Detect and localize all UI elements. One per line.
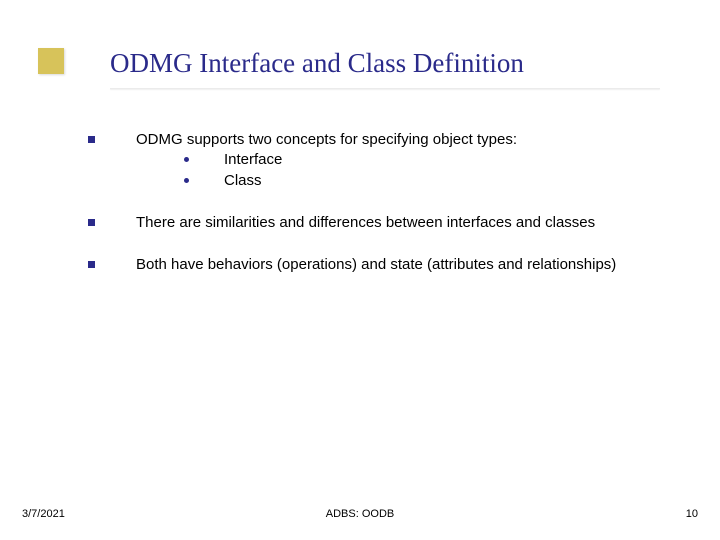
bullet-item: There are similarities and differences b… xyxy=(88,213,680,233)
title-underline xyxy=(110,88,660,89)
square-bullet-icon xyxy=(88,136,95,143)
bullet-item: ODMG supports two concepts for specifyin… xyxy=(88,130,680,191)
slide-title: ODMG Interface and Class Definition xyxy=(110,48,524,79)
bullet-item: Both have behaviors (operations) and sta… xyxy=(88,255,680,275)
sub-bullet-text: Interface xyxy=(224,150,680,170)
sub-bullet-text: Class xyxy=(224,171,680,191)
accent-square xyxy=(38,48,64,74)
square-bullet-icon xyxy=(88,219,95,226)
slide-body: ODMG supports two concepts for specifyin… xyxy=(88,130,680,297)
slide: ODMG Interface and Class Definition ODMG… xyxy=(0,0,720,540)
footer-page-number: 10 xyxy=(686,508,698,520)
dot-bullet-icon xyxy=(184,178,189,183)
bullet-text: There are similarities and differences b… xyxy=(136,213,680,233)
bullet-text: Both have behaviors (operations) and sta… xyxy=(136,255,680,275)
dot-bullet-icon xyxy=(184,157,189,162)
sub-bullet-item: Class xyxy=(136,171,680,191)
footer-center: ADBS: OODB xyxy=(0,508,720,520)
bullet-text: ODMG supports two concepts for specifyin… xyxy=(136,130,680,150)
square-bullet-icon xyxy=(88,261,95,268)
sub-bullet-item: Interface xyxy=(136,150,680,170)
